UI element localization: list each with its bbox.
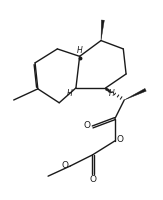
Text: O: O [117, 135, 124, 144]
Text: O: O [84, 121, 91, 130]
Polygon shape [124, 88, 146, 100]
Text: O: O [61, 161, 68, 170]
Text: O: O [89, 175, 96, 184]
Text: H: H [77, 46, 82, 55]
Polygon shape [101, 20, 104, 41]
Text: H: H [67, 89, 73, 98]
Text: H: H [109, 89, 114, 98]
